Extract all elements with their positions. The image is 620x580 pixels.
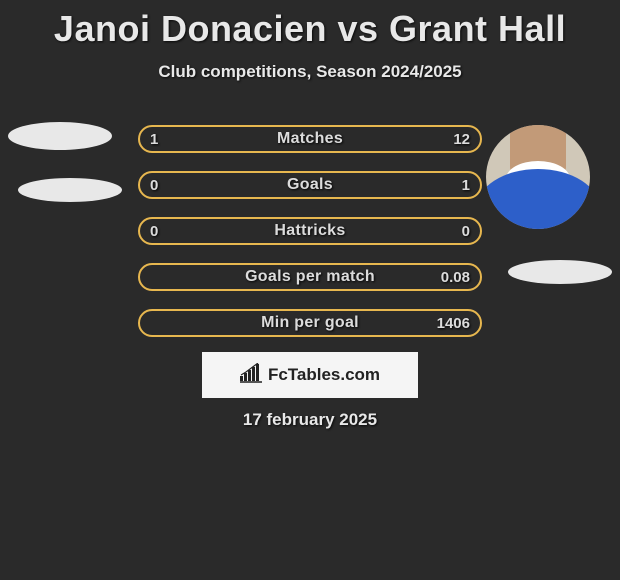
stat-left-value: 1 [150, 131, 158, 148]
stat-right-value: 0 [462, 223, 470, 240]
avatar-shirt [486, 169, 590, 229]
stat-row-matches: 1 Matches 12 [138, 125, 482, 153]
stat-label: Min per goal [261, 314, 359, 332]
stat-right-value: 12 [453, 131, 470, 148]
brand-text: FcTables.com [268, 365, 380, 385]
snapshot-date: 17 february 2025 [0, 410, 620, 430]
brand-box[interactable]: FcTables.com [202, 352, 418, 398]
stat-left-value: 0 [150, 223, 158, 240]
stat-right-value: 0.08 [441, 269, 470, 286]
left-player-placeholder-1 [8, 122, 112, 150]
comparison-title: Janoi Donacien vs Grant Hall [0, 0, 620, 50]
stat-label: Hattricks [274, 222, 345, 240]
stat-row-goals: 0 Goals 1 [138, 171, 482, 199]
stat-right-value: 1406 [437, 315, 470, 332]
stat-label: Goals [287, 176, 333, 194]
stats-container: 1 Matches 12 0 Goals 1 0 Hattricks 0 Goa… [138, 125, 482, 355]
stat-left-value: 0 [150, 177, 158, 194]
right-player-avatar [486, 125, 590, 229]
stat-row-goals-per-match: Goals per match 0.08 [138, 263, 482, 291]
bar-chart-icon [240, 363, 262, 388]
right-player-placeholder [508, 260, 612, 284]
stat-label: Matches [277, 130, 343, 148]
stat-right-value: 1 [462, 177, 470, 194]
stat-row-min-per-goal: Min per goal 1406 [138, 309, 482, 337]
stat-row-hattricks: 0 Hattricks 0 [138, 217, 482, 245]
left-player-placeholder-2 [18, 178, 122, 202]
stat-label: Goals per match [245, 268, 375, 286]
comparison-subtitle: Club competitions, Season 2024/2025 [0, 62, 620, 82]
